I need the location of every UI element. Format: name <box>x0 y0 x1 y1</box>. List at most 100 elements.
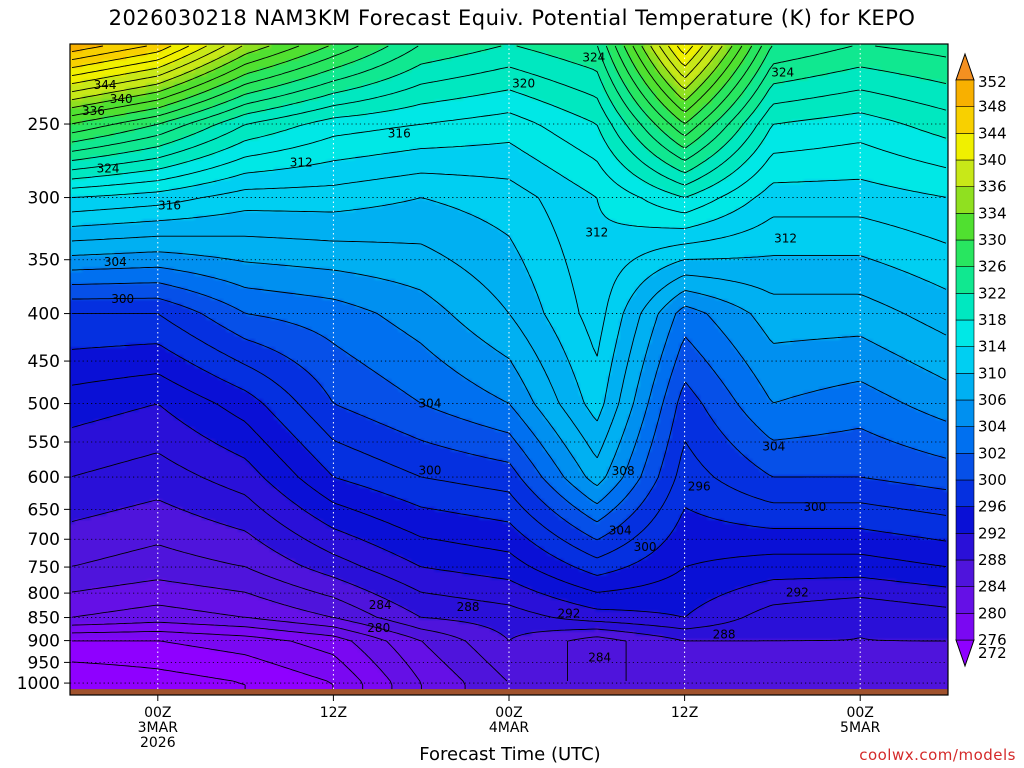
contour-286 <box>71 544 627 682</box>
contour-label: 312 <box>290 155 313 169</box>
x-tick-label: 00Z <box>495 705 522 721</box>
colorbar-label: 326 <box>978 258 1007 276</box>
contour-330 <box>71 45 753 125</box>
contour-340 <box>71 45 703 85</box>
y-tick-label: 250 <box>28 115 60 135</box>
contour-label: 304 <box>104 255 127 269</box>
colorbar-swatch <box>955 426 975 454</box>
colorbar-swatch <box>955 346 975 374</box>
contour-label: 312 <box>774 231 797 245</box>
grid-lines <box>70 44 948 695</box>
contour-328 <box>71 45 762 137</box>
colorbar-swatch <box>955 79 975 107</box>
colorbar-label: 304 <box>978 418 1007 436</box>
y-axis: 250 300 350 400 450 500 550 600 650 700 750 800 850 9… <box>17 115 70 694</box>
contour-334 <box>71 45 733 109</box>
colorbar-label: 348 <box>978 98 1007 116</box>
contour-294 <box>71 373 947 593</box>
y-tick-label: 950 <box>28 653 60 673</box>
contour-320 <box>71 66 947 186</box>
isentrope-contours <box>71 45 947 693</box>
contour-322 <box>71 45 947 174</box>
contour-306 <box>71 251 947 487</box>
x-tick-label: 00Z <box>144 705 171 721</box>
colorbar-swatch <box>955 159 975 187</box>
colorbar-label: 272 <box>978 644 1007 662</box>
contour-label: 304 <box>762 439 785 453</box>
y-tick-label: 450 <box>28 352 60 372</box>
contour-316 <box>71 112 947 214</box>
contour-label: 324 <box>771 65 794 79</box>
site-credit[interactable]: coolwx.com/models <box>859 746 1016 764</box>
contour-278 <box>71 630 364 693</box>
x-axis-label: Forecast Time (UTC) <box>419 744 601 765</box>
y-tick-label: 650 <box>28 500 60 520</box>
contour-label: 316 <box>158 199 181 213</box>
contour-label: 280 <box>367 621 390 635</box>
contour-label: 336 <box>82 104 105 118</box>
colorbar-label: 300 <box>978 471 1007 489</box>
colorbar-label: 322 <box>978 284 1007 302</box>
colorbar-label: 306 <box>978 391 1007 409</box>
colorbar-bottom-arrow <box>955 639 975 668</box>
colorbar-label: 352 <box>978 73 1007 91</box>
colorbar-label: 296 <box>978 498 1007 516</box>
colorbar-label: 276 <box>978 631 1007 649</box>
contour-label: 300 <box>634 540 657 554</box>
contour-label: 284 <box>369 598 392 612</box>
contour-label: 304 <box>609 524 632 538</box>
x-tick-label: 5MAR <box>840 720 881 736</box>
contour-342 <box>71 45 694 77</box>
contour-label: 344 <box>94 78 117 92</box>
y-tick-label: 500 <box>28 395 60 415</box>
contour-326 <box>71 45 773 149</box>
contour-332 <box>71 45 743 117</box>
y-tick-label: 1000 <box>17 674 60 694</box>
terrain-surface <box>70 689 948 695</box>
colorbar-label: 302 <box>978 444 1007 462</box>
colorbar-label: 330 <box>978 231 1007 249</box>
contour-302 <box>71 282 947 523</box>
contour-label: 300 <box>111 292 134 306</box>
contour-label: 284 <box>588 650 611 664</box>
colorbar-label: 284 <box>978 578 1007 596</box>
colorbar-swatch <box>955 533 975 561</box>
contour-290 <box>71 452 947 630</box>
contour-318 <box>71 89 947 198</box>
y-tick-label: 300 <box>28 189 60 209</box>
contour-338 <box>71 45 713 93</box>
colorbar-label: 318 <box>978 311 1007 329</box>
colorbar-label: 314 <box>978 338 1007 356</box>
x-tick-label: 4MAR <box>489 720 530 736</box>
contour-label: 316 <box>388 127 411 141</box>
contour-label: 308 <box>612 464 635 478</box>
contour-282 <box>71 604 422 693</box>
colorbar-swatch <box>955 586 975 614</box>
colorbar-swatch <box>955 453 975 481</box>
colorbar-swatch <box>955 373 975 401</box>
contour-label: 288 <box>457 600 480 614</box>
colorbar-label: 280 <box>978 604 1007 622</box>
colorbar-swatch <box>955 133 975 161</box>
y-tick-label: 800 <box>28 584 60 604</box>
colorbar-label: 310 <box>978 364 1007 382</box>
y-tick-label: 600 <box>28 468 60 488</box>
contour-336 <box>71 45 723 101</box>
colorbar-swatch <box>955 399 975 427</box>
colorbar-swatch <box>955 559 975 587</box>
contour-label: 312 <box>585 225 608 239</box>
contour-310 <box>71 197 947 422</box>
contour-280 <box>71 621 393 693</box>
colorbar-label: 344 <box>978 124 1007 142</box>
colorbar-label: 340 <box>978 151 1007 169</box>
x-tick-label: 3MAR <box>138 720 179 736</box>
contour-label: 324 <box>582 51 605 65</box>
contour-label: 292 <box>786 586 809 600</box>
y-tick-label: 900 <box>28 632 60 652</box>
contour-label: 300 <box>803 500 826 514</box>
x-tick-label: 2026 <box>140 735 176 751</box>
colorbar-swatch <box>955 266 975 294</box>
